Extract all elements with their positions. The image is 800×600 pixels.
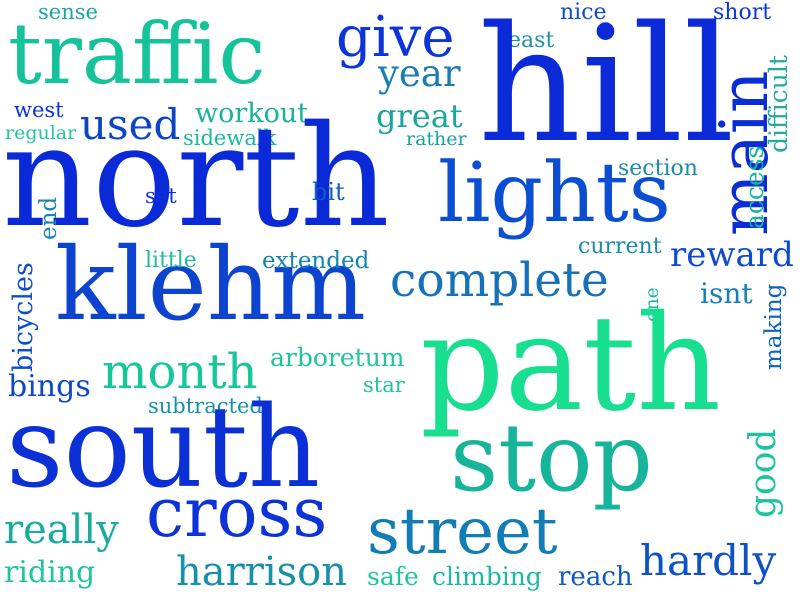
word-extended: extended	[262, 248, 370, 274]
word-regular: regular	[5, 122, 77, 144]
word-workout: workout	[195, 98, 309, 129]
word-set: set	[145, 184, 177, 208]
word-riding: riding	[4, 555, 96, 590]
word-safe: safe	[367, 562, 419, 591]
word-harrison: harrison	[176, 549, 348, 595]
word-good: good	[743, 428, 784, 518]
word-subtracted: subtracted	[148, 394, 263, 418]
word-reach: reach	[558, 562, 633, 592]
word-east: east	[508, 28, 555, 53]
word-hardly: hardly	[640, 536, 777, 585]
word-cross: cross	[146, 474, 328, 553]
word-bicycles: bicycles	[8, 262, 39, 372]
word-great: great	[376, 97, 463, 135]
word-climbing: climbing	[432, 562, 542, 591]
word-isnt: isnt	[700, 277, 753, 310]
word-used: used	[80, 100, 181, 149]
word-south: south	[6, 383, 321, 513]
word-little: little	[145, 248, 197, 273]
word-lights: lights	[438, 146, 671, 241]
word-reward: reward	[670, 235, 794, 275]
word-sidewalk: sidewalk	[183, 126, 277, 150]
word-klehm: klehm	[55, 226, 366, 343]
word-arboretum: arboretum	[270, 343, 405, 372]
word-complete: complete	[390, 253, 609, 308]
word-traffic: traffic	[8, 5, 266, 103]
word-month: month	[102, 344, 258, 400]
word-hill: hill	[478, 0, 735, 178]
word-west: west	[14, 98, 64, 122]
word-rather: rather	[406, 128, 467, 150]
word-section: section	[618, 156, 698, 181]
word-bit: bit	[312, 178, 345, 206]
word-path: path	[420, 287, 722, 441]
word-street: street	[367, 495, 558, 569]
word-bings: bings	[8, 369, 91, 404]
word-stop: stop	[450, 404, 653, 513]
word-really: really	[4, 507, 119, 553]
word-current: current	[578, 234, 662, 259]
word-sense: sense	[38, 0, 98, 24]
word-difficult: difficult	[764, 55, 793, 153]
word-nice: nice	[560, 0, 607, 25]
word-year: year	[378, 52, 461, 95]
word-making: making	[761, 283, 787, 370]
word-short: short	[713, 0, 772, 25]
word-give: give	[336, 5, 455, 70]
word-star: star	[363, 373, 405, 397]
word-north: north	[2, 96, 390, 259]
word-access: access	[740, 145, 769, 229]
